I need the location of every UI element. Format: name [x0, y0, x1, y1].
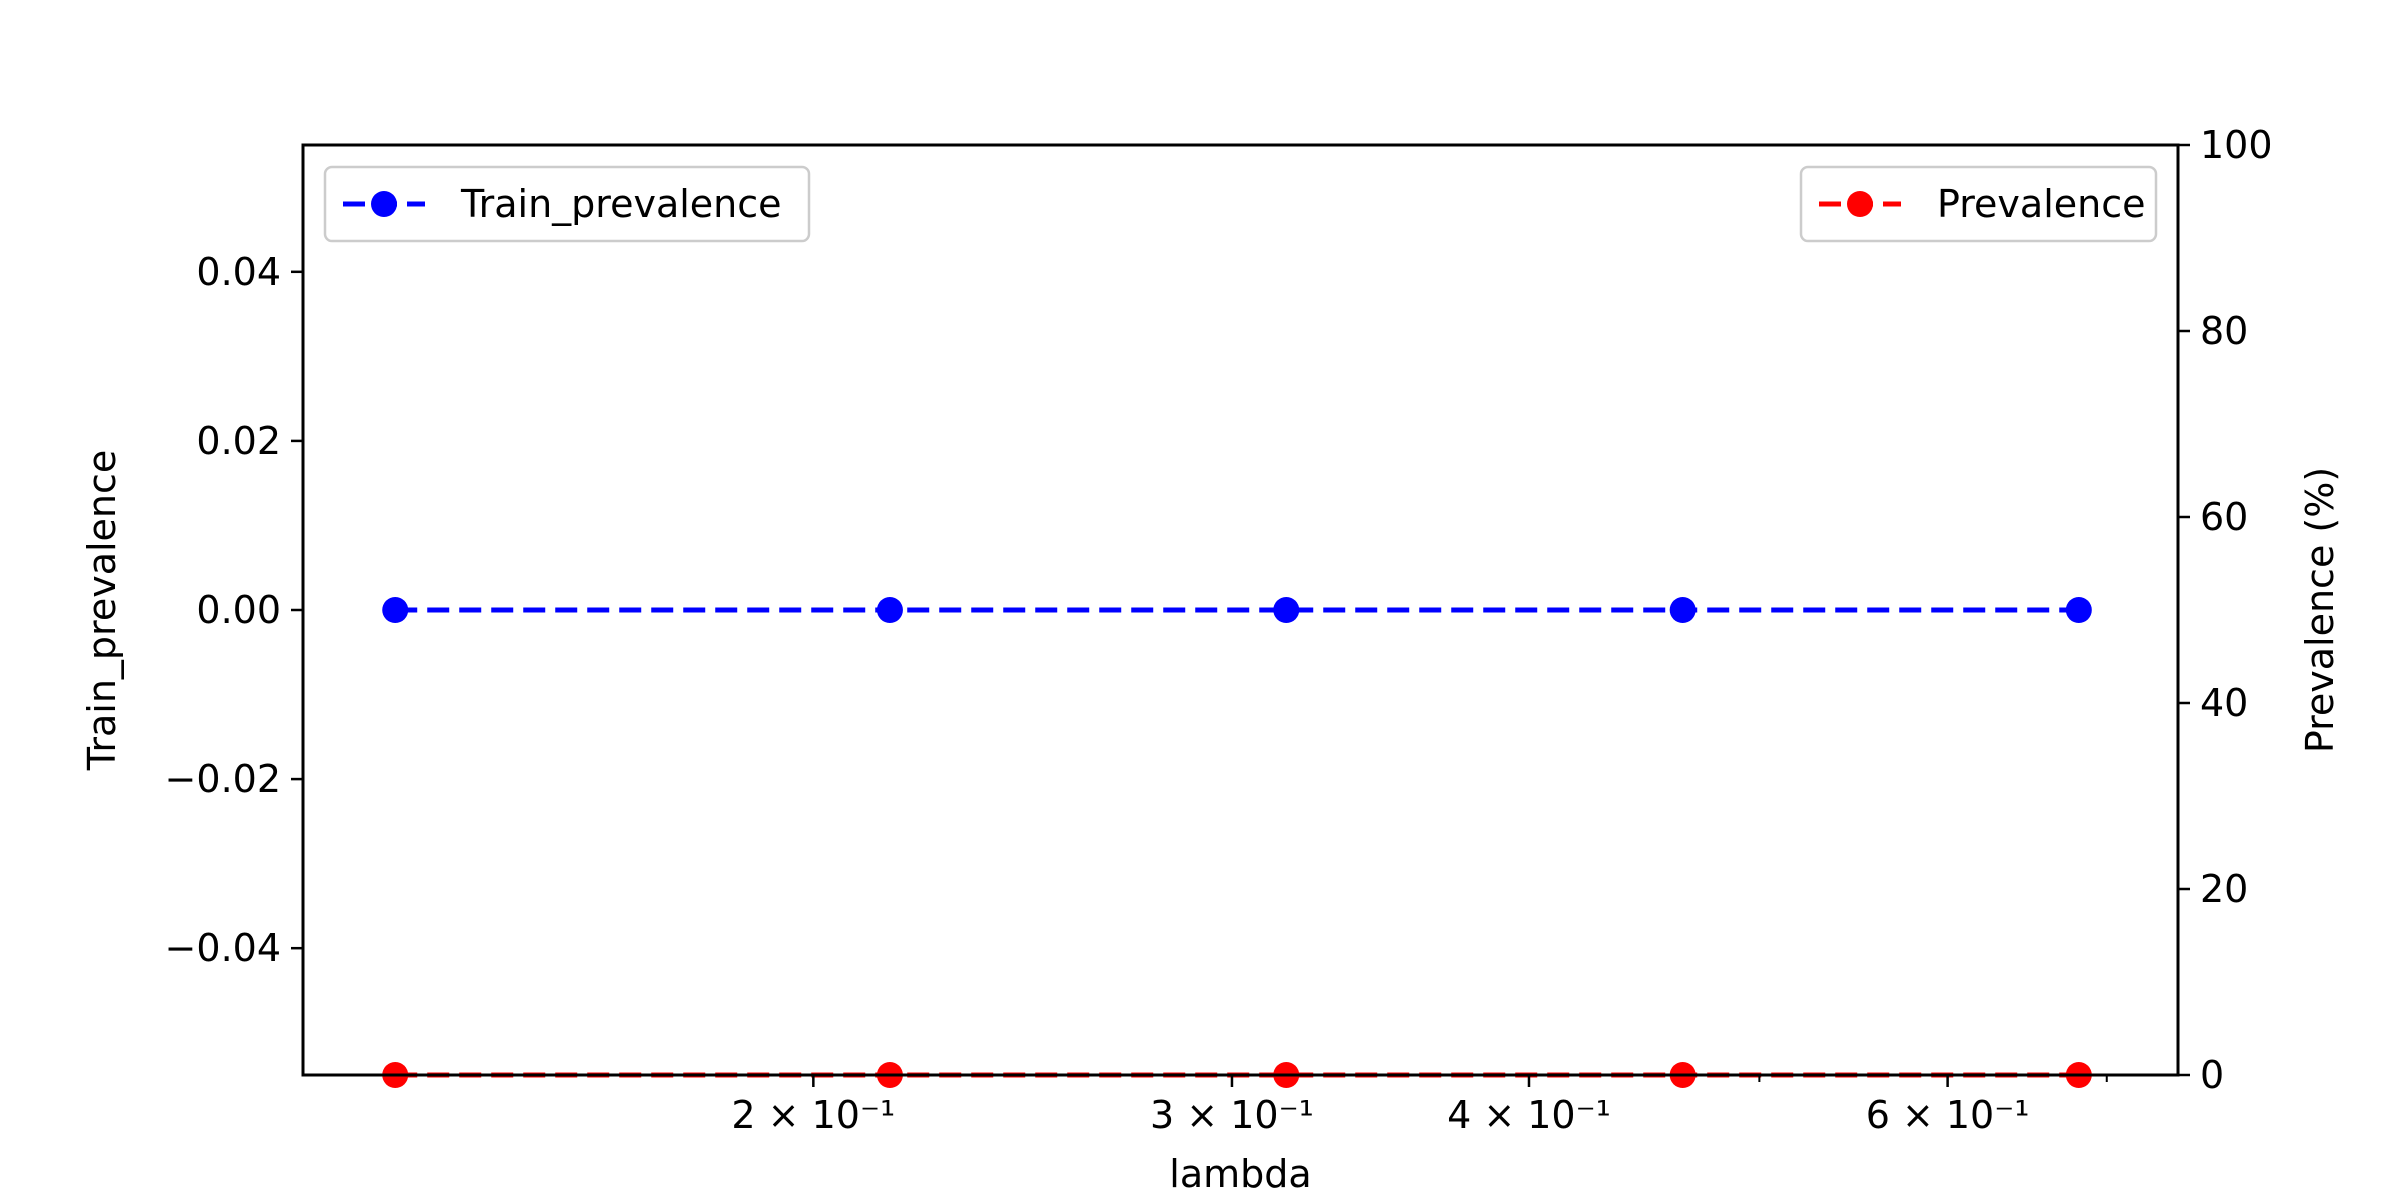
y-right-tick-label: 20: [2200, 867, 2248, 911]
y-left-tick-label: −0.04: [165, 926, 281, 970]
y-right-tick-label: 0: [2200, 1053, 2224, 1097]
y-axis-right-label: Prevalence (%): [2298, 467, 2342, 753]
y-right-tick-label: 40: [2200, 681, 2248, 725]
y-axis-left: 0.04 0.02 0.00 −0.02 −0.04: [165, 250, 303, 970]
legend-marker: [371, 191, 397, 217]
x-tick-label: 3 × 10⁻¹: [1150, 1093, 1314, 1137]
y-right-tick-label: 80: [2200, 309, 2248, 353]
legend-box: [1799, 165, 2158, 243]
legend-prevalence: Prevalence: [1799, 165, 2158, 243]
legends: Train_prevalence Prevalence: [323, 165, 2158, 243]
train-prevalence-point: [876, 597, 903, 623]
legend-label: Train_prevalence: [460, 182, 782, 226]
x-axis-label: lambda: [1169, 1152, 1311, 1196]
x-tick-label: 4 × 10⁻¹: [1447, 1093, 1611, 1137]
legend-label: Prevalence: [1937, 182, 2145, 226]
legend-train-prevalence: Train_prevalence: [323, 165, 811, 243]
x-axis: 2 × 10⁻¹ 3 × 10⁻¹ 4 × 10⁻¹ 6 × 10⁻¹: [731, 1075, 2108, 1137]
y-axis-right: 100 80 60 40 20 0: [2178, 123, 2273, 1097]
legend-box: [323, 165, 811, 243]
train-prevalence-point: [382, 597, 409, 623]
y-left-tick-label: −0.02: [165, 757, 281, 801]
y-right-tick-label: 100: [2200, 123, 2273, 167]
y-left-tick-label: 0.04: [196, 250, 281, 294]
y-left-tick-label: 0.00: [196, 588, 281, 632]
legend-marker: [1847, 191, 1873, 217]
train-prevalence-point: [1273, 597, 1300, 623]
series-layer: [382, 597, 2092, 1088]
y-axis-left-label: Train_prevalence: [80, 450, 124, 772]
y-right-tick-label: 60: [2200, 495, 2248, 539]
x-tick-label: 2 × 10⁻¹: [731, 1093, 895, 1137]
x-tick-label: 6 × 10⁻¹: [1866, 1093, 2030, 1137]
train-prevalence-point: [2065, 597, 2092, 623]
train-prevalence-point: [1669, 597, 1696, 623]
y-left-tick-label: 0.02: [196, 419, 281, 463]
